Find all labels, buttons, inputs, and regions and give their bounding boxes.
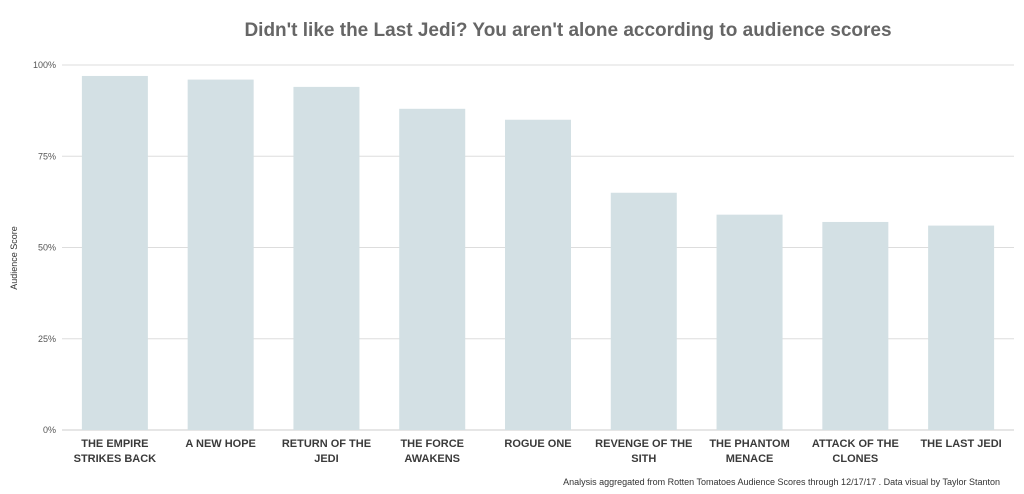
x-tick-label: THE FORCE AWAKENS — [400, 438, 464, 465]
x-tick-label: THE LAST JEDI — [920, 438, 1001, 450]
bar — [610, 192, 677, 430]
y-axis-title: Audience Score — [9, 226, 19, 290]
y-tick-label: 25% — [38, 334, 56, 344]
y-axis-ticks: 0% 25% 50% 75% 100% — [33, 60, 56, 435]
bar — [716, 214, 783, 430]
y-tick-label: 50% — [38, 243, 56, 253]
bar — [822, 221, 889, 430]
x-tick-label: ATTACK OF THE CLONES — [812, 438, 899, 465]
x-tick-label: REVENGE OF THE SITH — [595, 438, 692, 465]
bar — [293, 86, 360, 431]
x-tick-label: ROGUE ONE — [504, 438, 571, 450]
x-tick-label: RETURN OF THE JEDI — [282, 438, 371, 465]
bar — [81, 75, 148, 430]
x-axis-labels: THE EMPIRE STRIKES BACK A NEW HOPE RETURN O… — [74, 438, 1002, 465]
y-tick-label: 0% — [43, 425, 56, 435]
bar — [505, 119, 571, 430]
y-tick-label: 100% — [33, 60, 56, 70]
y-tick-label: 75% — [38, 151, 56, 161]
bar — [399, 108, 466, 431]
bar — [187, 79, 254, 430]
bar — [928, 225, 995, 430]
x-tick-label: THE EMPIRE STRIKES BACK — [74, 438, 157, 465]
x-tick-label: A NEW HOPE — [185, 438, 256, 450]
bars — [81, 75, 995, 431]
chart-title: Didn't like the Last Jedi? You aren't al… — [244, 20, 892, 41]
x-tick-label: THE PHANTOM MENACE — [709, 438, 789, 465]
chart-footer: Analysis aggregated from Rotten Tomatoes… — [563, 477, 1000, 487]
